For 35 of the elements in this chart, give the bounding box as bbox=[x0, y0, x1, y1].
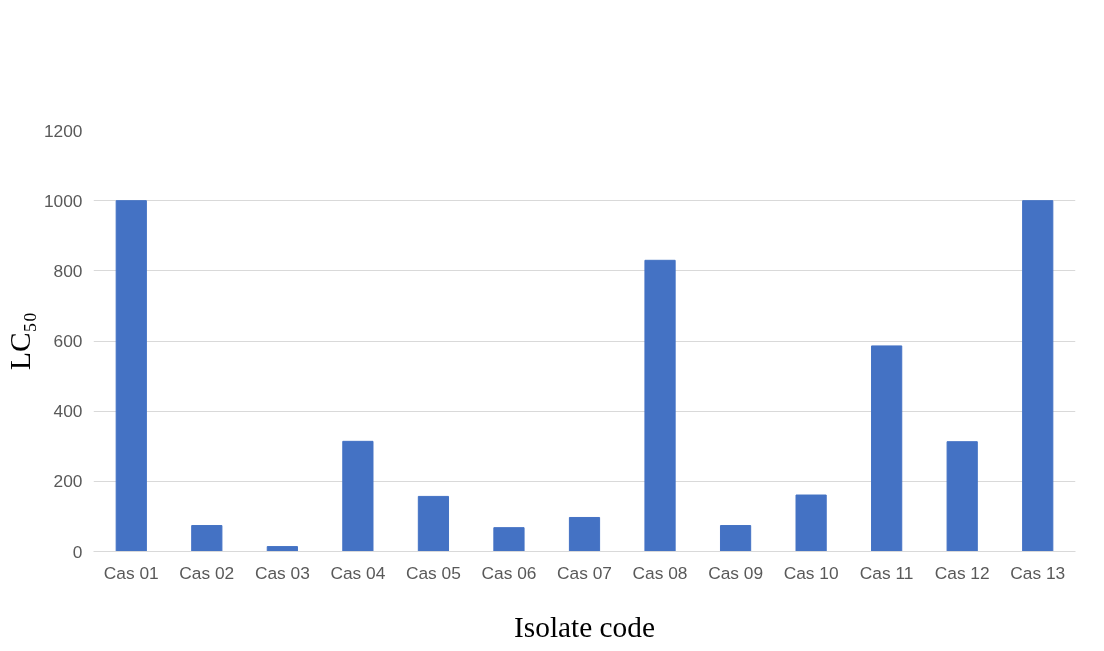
bar bbox=[568, 516, 601, 552]
x-tick-label: Cas 12 bbox=[934, 562, 990, 583]
x-tick-label: Cas 09 bbox=[708, 562, 764, 583]
bar bbox=[795, 494, 827, 552]
x-tick-label: Cas 07 bbox=[557, 562, 612, 583]
y-tick-label: 400 bbox=[53, 401, 83, 422]
x-tick-label: Cas 13 bbox=[1010, 562, 1066, 583]
bar bbox=[191, 525, 223, 552]
bar bbox=[946, 441, 978, 552]
y-tick-label: 0 bbox=[72, 541, 83, 562]
x-tick-label: Cas 02 bbox=[179, 562, 235, 583]
x-tick-label: Cas 03 bbox=[254, 562, 310, 583]
bar bbox=[871, 345, 903, 552]
bar bbox=[1022, 200, 1054, 552]
bar bbox=[115, 200, 147, 552]
x-axis-title: Isolate code bbox=[514, 610, 655, 643]
y-tick-label: 1000 bbox=[43, 190, 83, 211]
bar bbox=[266, 546, 298, 552]
bar bbox=[493, 527, 525, 552]
bar bbox=[644, 259, 676, 552]
x-tick-label: Cas 06 bbox=[481, 562, 537, 583]
y-tick-label: 600 bbox=[53, 331, 83, 351]
x-tick-label: Cas 05 bbox=[405, 562, 461, 583]
bar bbox=[719, 525, 752, 552]
bar bbox=[342, 440, 374, 552]
x-tick-label: Cas 04 bbox=[330, 562, 386, 583]
x-tick-label: Cas 01 bbox=[103, 562, 159, 583]
x-tick-label: Cas 08 bbox=[632, 562, 688, 583]
y-tick-label: 200 bbox=[53, 471, 83, 492]
x-tick-label: Cas 10 bbox=[783, 562, 839, 583]
y-tick-label: 1200 bbox=[43, 120, 83, 141]
y-axis-title: LC₅₀ bbox=[3, 312, 36, 370]
bar bbox=[417, 495, 450, 552]
y-tick-label: 800 bbox=[53, 260, 83, 281]
x-tick-label: Cas 11 bbox=[859, 562, 914, 583]
